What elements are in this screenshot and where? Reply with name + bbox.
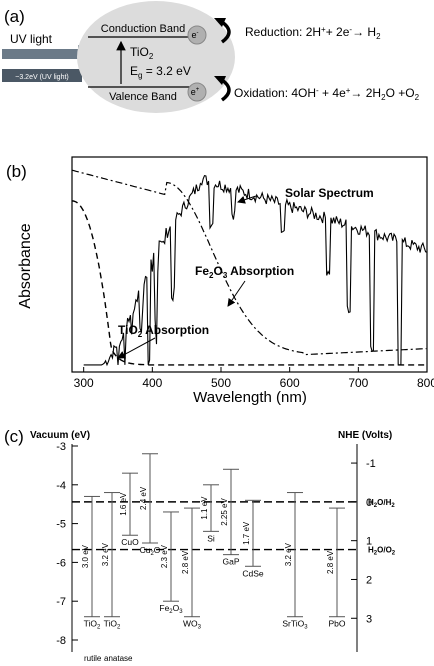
band-bar: 3.0 eV TiO2 <box>81 495 101 631</box>
band-bar: 2.8 eV WO3 <box>181 507 202 631</box>
material-name: GaP <box>222 557 239 567</box>
vacuum-tick-label: -3 <box>56 441 66 453</box>
band-bar: 1.1 eV Si <box>200 484 219 543</box>
uv-light-label: UV light <box>10 32 53 46</box>
uv-arrow <box>2 45 96 63</box>
wavelength-ticks: 300 400 500 600 700 800 <box>74 367 434 390</box>
band-bar: 1.7 eV CdSe <box>242 499 264 578</box>
band-bar: 2.8 eV PbO <box>326 507 346 629</box>
valence-band-label: Valence Band <box>109 91 177 103</box>
band-gap-value: 2.8 eV <box>181 550 190 574</box>
band-gap-label: Eg = 3.2 eV <box>130 64 191 80</box>
material-name: Fe2O3 <box>159 603 183 615</box>
panel-c-label: (c) <box>4 427 24 446</box>
nhe-tick-label: 1 <box>366 536 372 548</box>
x-tick-label: 500 <box>211 376 231 390</box>
band-bar: 2.3 eV Fe2O3 <box>159 511 183 615</box>
nhe-tick-label: 2 <box>366 574 372 586</box>
solar-spectrum-curve <box>83 174 428 367</box>
reduction-curve-arrow <box>220 20 231 44</box>
solar-pointer <box>237 195 257 204</box>
band-gap-value: 2.4 eV <box>139 486 148 510</box>
uv-energy-label: ~3.2eV (UV light) <box>15 74 69 81</box>
vacuum-tick-label: -5 <box>56 519 66 531</box>
x-tick-label: 800 <box>417 376 434 390</box>
material-name: WO3 <box>183 619 202 631</box>
material-name: Si <box>207 533 215 543</box>
band-bar: 2.25 eV GaP <box>220 468 240 567</box>
hole-circle <box>187 82 207 102</box>
solar-spectrum-label: Solar Spectrum <box>285 186 374 200</box>
panel-b-label: (b) <box>6 162 27 181</box>
material-name: SrTiO3 <box>282 619 308 631</box>
vacuum-tick-label: -4 <box>56 480 66 492</box>
conduction-band-label: Conduction Band <box>101 23 185 35</box>
nhe-tick-label: -1 <box>366 458 376 470</box>
nhe-tick-label: 0 <box>366 497 372 509</box>
oxidation-curve-arrow <box>220 78 231 102</box>
x-tick-label: 300 <box>74 376 94 390</box>
fe2o3-label: Fe2O3 Absorption <box>195 264 294 280</box>
material-name: CdSe <box>242 568 264 578</box>
vacuum-tick-label: -8 <box>56 635 66 647</box>
x-tick-label: 400 <box>142 376 162 390</box>
band-gap-value: 1.1 eV <box>200 496 209 520</box>
reduction-equation: Reduction: 2H++ 2e-→ H2 <box>245 25 381 41</box>
band-gap-value: 1.6 eV <box>119 492 128 516</box>
tio2-label: TiO2 Absorption <box>118 323 209 339</box>
vacuum-ticks: -3 -4 -5 -6 -7 -8 <box>56 441 78 647</box>
band-gap-value: 2.8 eV <box>326 550 335 574</box>
electron-label: e- <box>191 30 198 40</box>
band-bar: 2.4 eV Cu2O <box>139 453 161 557</box>
absorbance-axis-label: Absorbance <box>17 223 34 308</box>
material-name: TiO2 <box>104 619 121 631</box>
band-bar: 1.6 eV CuO <box>119 472 139 547</box>
anatase-label: anatase <box>104 654 133 663</box>
hole-label: e+ <box>191 87 200 97</box>
band-gap-value: 1.7 eV <box>242 521 251 545</box>
band-gap-value: 2.25 eV <box>220 498 229 526</box>
h2o-o2-label: H2O/O2 <box>368 546 396 557</box>
band-gap-value: 2.3 eV <box>160 544 169 568</box>
band-gap-value: 3.2 eV <box>101 542 110 566</box>
material-name: Cu2O <box>140 545 161 557</box>
panel-a-label: (a) <box>4 7 25 26</box>
fe2o3-pointer <box>227 280 246 307</box>
oxidation-equation: Oxidation: 4OH- + 4e+→ 2H2O +O2 <box>234 86 420 102</box>
material-label: TiO2 <box>130 45 154 61</box>
band-bar: 3.2 eV SrTiO3 <box>282 492 308 631</box>
rutile-label: rutile <box>84 654 102 663</box>
vacuum-axis-title: Vacuum (eV) <box>30 430 90 441</box>
h2o-h2-label: H2O/H2 <box>368 498 395 509</box>
material-name: PbO <box>328 619 345 629</box>
x-tick-label: 700 <box>348 376 368 390</box>
tio2-pointer <box>117 337 156 359</box>
band-gap-value: 3.0 eV <box>81 544 90 568</box>
material-name: TiO2 <box>84 619 101 631</box>
electron-circle <box>187 25 207 45</box>
tio2-absorption-curve <box>71 200 427 366</box>
nhe-ticks: -1 0 1 2 3 <box>351 458 376 625</box>
reduction-arrowhead <box>214 18 226 27</box>
nhe-axis-title: NHE (Volts) <box>338 430 392 441</box>
uv-energy-box <box>2 69 82 82</box>
vacuum-tick-label: -6 <box>56 557 66 569</box>
oxidation-arrowhead <box>214 76 226 85</box>
fe2o3-absorption-curve <box>71 169 427 356</box>
band-bar: 3.2 eV TiO2 <box>101 492 121 631</box>
material-name: CuO <box>121 537 139 547</box>
spectrum-frame <box>71 156 428 373</box>
wavelength-axis-label: Wavelength (nm) <box>193 389 307 406</box>
nhe-tick-label: 3 <box>366 613 372 625</box>
band-gap-value: 3.2 eV <box>284 542 293 566</box>
x-tick-label: 600 <box>280 376 300 390</box>
vacuum-tick-label: -7 <box>56 596 66 608</box>
